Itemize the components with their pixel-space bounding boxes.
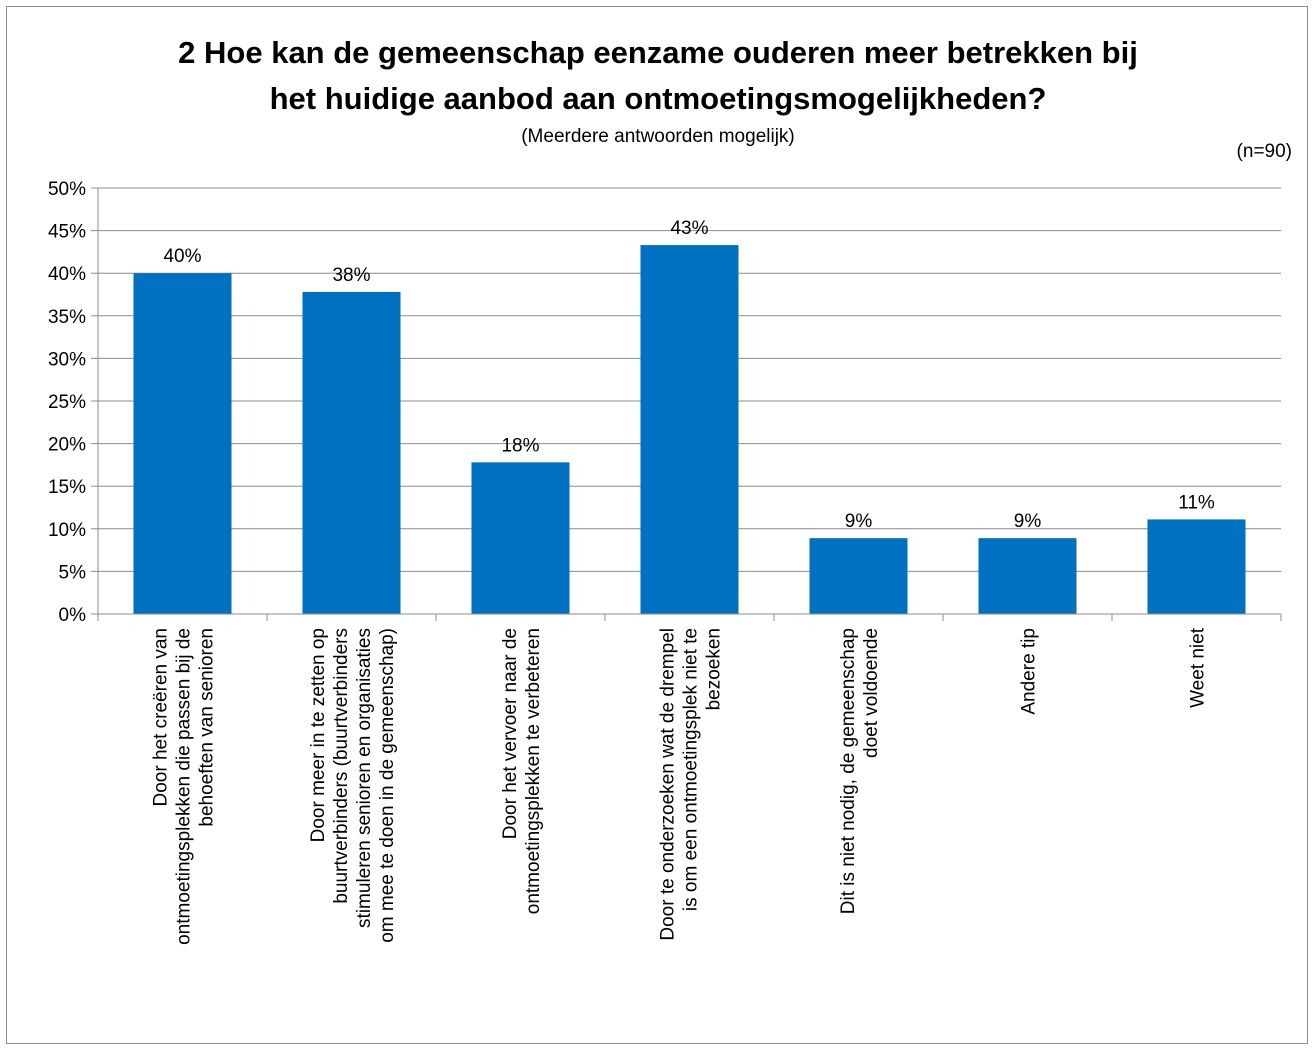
sample-size-label: (n=90) xyxy=(1236,141,1292,162)
y-tick-label-35: 35% xyxy=(48,307,86,328)
category-label-4-line-1: Door te onderzoeken wat de drempel xyxy=(658,628,679,941)
data-label-1: 40% xyxy=(163,246,201,267)
y-tick-label-0: 0% xyxy=(59,605,87,626)
category-label-5: Dit is niet nodig, de gemeenschap doet vo… xyxy=(838,628,882,914)
category-label-2: Door meer in te zetten op buurtverbinders… xyxy=(308,628,398,943)
bar-7 xyxy=(1147,519,1246,614)
bar-3 xyxy=(471,462,570,614)
y-tick-label-40: 40% xyxy=(48,264,86,285)
category-label-1-line-3: behoeften van senioren xyxy=(197,628,218,827)
category-label-6: Andere tip xyxy=(1019,628,1040,715)
data-label-3: 18% xyxy=(501,435,539,456)
chart-title: 2 Hoe kan de gemeenschap eenzame ouderen… xyxy=(0,30,1316,122)
category-label-7: Weet niet xyxy=(1188,627,1209,708)
category-label-2-line-1: Door meer in te zetten op xyxy=(308,628,329,842)
chart-subtitle: (Meerdere antwoorden mogelijk) xyxy=(521,126,795,147)
bar-6 xyxy=(978,538,1077,614)
y-tick-label-30: 30% xyxy=(48,349,86,370)
bar-1 xyxy=(133,273,232,614)
data-label-2: 38% xyxy=(332,265,370,286)
data-label-4: 43% xyxy=(670,218,708,239)
y-tick-label-15: 15% xyxy=(48,477,86,498)
bar-2 xyxy=(302,291,401,614)
data-label-6: 9% xyxy=(1014,511,1042,532)
y-tick-label-25: 25% xyxy=(48,392,86,413)
category-label-2-line-2: buurtverbinders (buurtverbinders xyxy=(331,628,352,904)
category-label-6-line-1: Andere tip xyxy=(1019,628,1040,715)
y-tick-label-20: 20% xyxy=(48,435,86,456)
category-label-4-line-3: bezoeken xyxy=(704,628,725,710)
y-tick-label-50: 50% xyxy=(48,179,86,200)
y-tick-label-45: 45% xyxy=(48,222,86,243)
category-label-3: Door het vervoer naar de ontmoetingsplekk… xyxy=(500,628,544,914)
chart-title-line-2: het huidige aanbod aan ontmoetingsmogeli… xyxy=(269,81,1047,116)
bar-4 xyxy=(640,245,739,615)
chart-title-line-1: 2 Hoe kan de gemeenschap eenzame ouderen… xyxy=(178,35,1138,70)
data-label-7: 11% xyxy=(1178,492,1215,513)
category-label-2-line-4: om mee te doen in de gemeenschap) xyxy=(377,628,398,943)
bar-5 xyxy=(809,538,908,614)
y-tick-label-5: 5% xyxy=(59,562,87,583)
category-label-7-line-1: Weet niet xyxy=(1188,627,1209,708)
category-label-4: Door te onderzoeken wat de drempel is om … xyxy=(658,628,725,941)
data-label-5: 9% xyxy=(845,511,873,532)
category-label-1: Door het creëren van ontmoetingsplekken d… xyxy=(151,628,218,945)
category-label-3-line-2: ontmoetingsplekken te verbeteren xyxy=(523,628,544,914)
category-label-5-line-2: doet voldoende xyxy=(861,628,882,758)
category-label-1-line-2: ontmoetingsplekken die passen bij de xyxy=(174,628,195,945)
category-label-4-line-2: is om een ontmoetingsplek niet te xyxy=(681,628,702,911)
category-label-5-line-1: Dit is niet nodig, de gemeenschap xyxy=(838,628,859,914)
category-label-2-line-3: stimuleren senioren en organisaties xyxy=(354,628,375,928)
category-label-3-line-1: Door het vervoer naar de xyxy=(500,628,521,839)
y-tick-label-10: 10% xyxy=(48,520,86,541)
category-label-1-line-1: Door het creëren van xyxy=(151,628,172,807)
